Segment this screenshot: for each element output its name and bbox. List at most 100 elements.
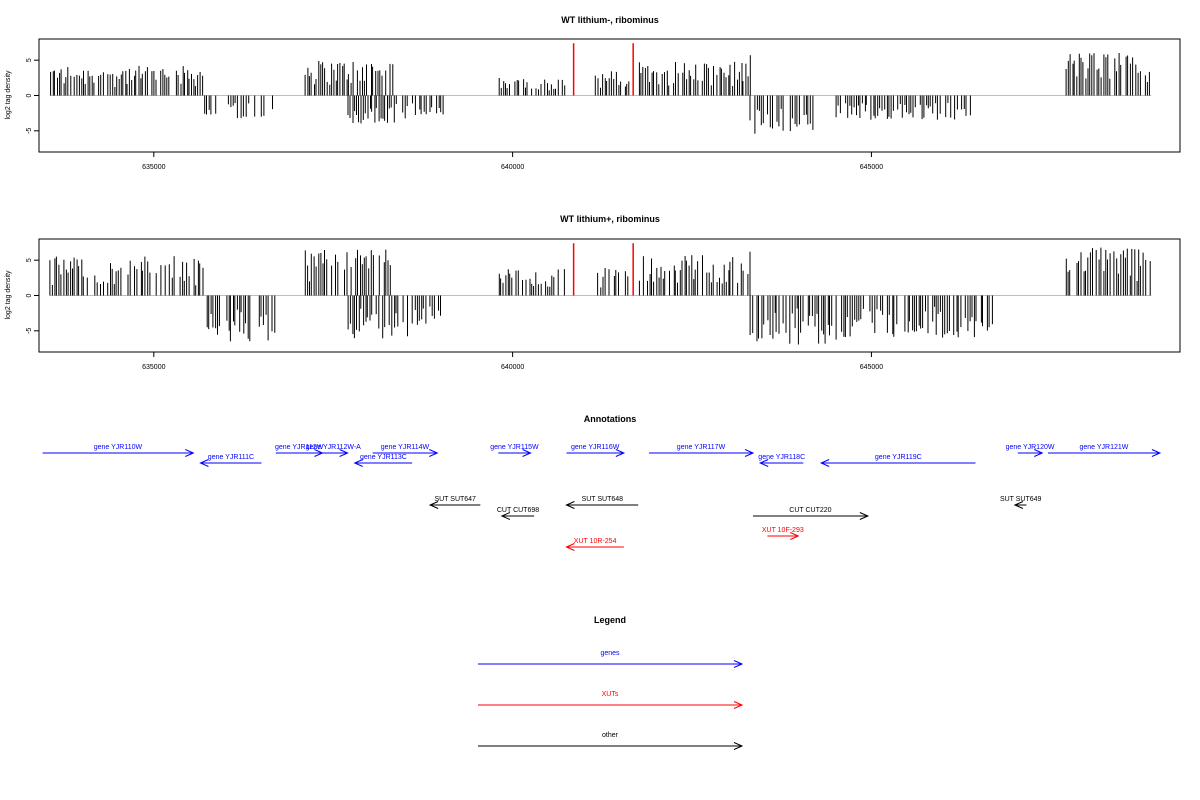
- annotation-feature: SUT SUT647: [428, 496, 481, 509]
- x-tick-label: 645000: [860, 164, 883, 171]
- y-tick-label: 5: [26, 58, 33, 62]
- feature-label: SUT SUT648: [582, 496, 624, 503]
- annotation-feature: gene YJR118C: [758, 454, 805, 467]
- feature-label: SUT SUT649: [1000, 496, 1042, 503]
- annotation-feature: SUT SUT648: [565, 496, 639, 509]
- feature-arrow-head: [500, 512, 511, 520]
- legend-arrow-head: [733, 701, 744, 709]
- feature-label: gene YJR110W: [94, 444, 143, 451]
- feature-arrow-head: [199, 459, 209, 467]
- annotation-feature: gene YJR117W: [648, 444, 755, 457]
- legend-items: genes XUTs other: [478, 650, 744, 750]
- feature-label: gene YJR112W-A: [306, 444, 362, 451]
- y-axis-label: log2 tag density: [5, 70, 12, 120]
- feature-label: SUT SUT647: [434, 496, 476, 503]
- y-tick-label: 0: [26, 293, 33, 297]
- feature-label: gene YJR113C: [360, 454, 407, 461]
- y-axis: -5 0 5: [26, 58, 39, 134]
- legend-title: Legend: [594, 615, 626, 625]
- feature-label: CUT CUT220: [789, 507, 831, 514]
- annotation-feature: CUT CUT698: [497, 507, 539, 520]
- legend-label: other: [602, 732, 619, 739]
- x-axis: 635000 640000 645000: [142, 152, 883, 171]
- annotations-title: Annotations: [584, 414, 637, 424]
- feature-label: XUT 10R-254: [574, 538, 617, 545]
- density-bars: [49, 247, 1152, 345]
- feature-arrow-head: [565, 501, 575, 509]
- feature-arrow-head: [1013, 501, 1024, 509]
- feature-label: gene YJR121W: [1079, 444, 1128, 451]
- annotation-feature: gene YJR113C: [353, 454, 413, 467]
- feature-label: gene YJR111C: [208, 454, 254, 461]
- feature-arrow-head: [522, 449, 532, 457]
- density-bars: [49, 53, 1152, 134]
- feature-arrow-head: [790, 532, 800, 540]
- legend-item: XUTs: [478, 691, 744, 709]
- feature-label: gene YJR120W: [1006, 444, 1055, 451]
- feature-label: gene YJR114W: [381, 444, 430, 451]
- highlight-lines: [572, 43, 634, 96]
- highlight-lines: [572, 243, 634, 296]
- annotation-feature: SUT SUT649: [1000, 496, 1042, 509]
- annotation-feature: XUT 10F-293: [762, 527, 804, 540]
- feature-arrow-head: [565, 543, 575, 551]
- annotation-feature: gene YJR112W-A: [306, 444, 362, 457]
- annotation-feature: gene YJR116W: [566, 444, 626, 457]
- feature-arrow-head: [1034, 449, 1044, 457]
- feature-arrow-head: [185, 449, 195, 457]
- legend-label: genes: [600, 650, 620, 657]
- annotation-feature: gene YJR119C: [819, 454, 976, 467]
- feature-arrow-head: [819, 459, 830, 467]
- feature-arrow-head: [615, 449, 626, 457]
- legend-arrow-head: [733, 660, 744, 668]
- panel-title: WT lithium-, ribominus: [561, 15, 659, 25]
- panel-title: WT lithium+, ribominus: [560, 214, 660, 224]
- feature-label: gene YJR117W: [677, 444, 726, 451]
- legend-arrow-head: [733, 742, 744, 750]
- panel-wt-lithium-minus: WT lithium-, ribominus log2 tag density …: [5, 15, 1181, 171]
- annotations-track: Annotations gene YJR110W gene YJR111C gene…: [42, 414, 1162, 551]
- y-axis: -5 0 5: [26, 258, 39, 334]
- feature-label: gene YJR116W: [571, 444, 620, 451]
- feature-arrow-head: [758, 459, 769, 467]
- legend: Legend genes XUTs other: [478, 615, 744, 750]
- x-tick-label: 645000: [860, 364, 883, 371]
- feature-label: gene YJR119C: [875, 454, 922, 461]
- feature-label: CUT CUT698: [497, 507, 539, 514]
- y-tick-label: -5: [26, 328, 33, 334]
- y-tick-label: 5: [26, 258, 33, 262]
- feature-label: gene YJR118C: [758, 454, 805, 461]
- feature-arrow-head: [428, 501, 439, 509]
- x-tick-label: 635000: [142, 364, 165, 371]
- annotation-feature: gene YJR115W: [490, 444, 539, 457]
- feature-arrow-head: [1151, 449, 1162, 457]
- feature-label: gene YJR115W: [490, 444, 539, 451]
- y-axis-label: log2 tag density: [5, 270, 12, 320]
- legend-label: XUTs: [602, 691, 619, 698]
- y-tick-label: -5: [26, 128, 33, 134]
- annotation-feature: gene YJR114W: [372, 444, 439, 457]
- feature-label: XUT 10F-293: [762, 527, 804, 534]
- feature-arrow-head: [744, 449, 755, 457]
- feature-arrow-head: [429, 449, 439, 457]
- x-tick-label: 635000: [142, 164, 165, 171]
- y-tick-label: 0: [26, 93, 33, 97]
- feature-arrow-head: [353, 459, 363, 467]
- x-axis: 635000 640000 645000: [142, 352, 883, 371]
- feature-arrow-head: [339, 449, 349, 457]
- legend-item: genes: [478, 650, 744, 668]
- annotation-feature: CUT CUT220: [753, 507, 870, 520]
- feature-arrow-head: [859, 512, 870, 520]
- x-tick-label: 640000: [501, 164, 524, 171]
- annotation-feature: gene YJR110W: [42, 444, 195, 457]
- annotation-feature: XUT 10R-254: [565, 538, 624, 551]
- legend-item: other: [478, 732, 744, 750]
- annotation-feature: gene YJR120W: [1006, 444, 1055, 457]
- panel-wt-lithium-plus: WT lithium+, ribominus log2 tag density …: [5, 214, 1181, 371]
- annotation-feature: gene YJR121W: [1047, 444, 1162, 457]
- feature-label: gene YJR112W: [275, 444, 324, 451]
- x-tick-label: 640000: [501, 364, 524, 371]
- annotation-feature: gene YJR111C: [199, 454, 262, 467]
